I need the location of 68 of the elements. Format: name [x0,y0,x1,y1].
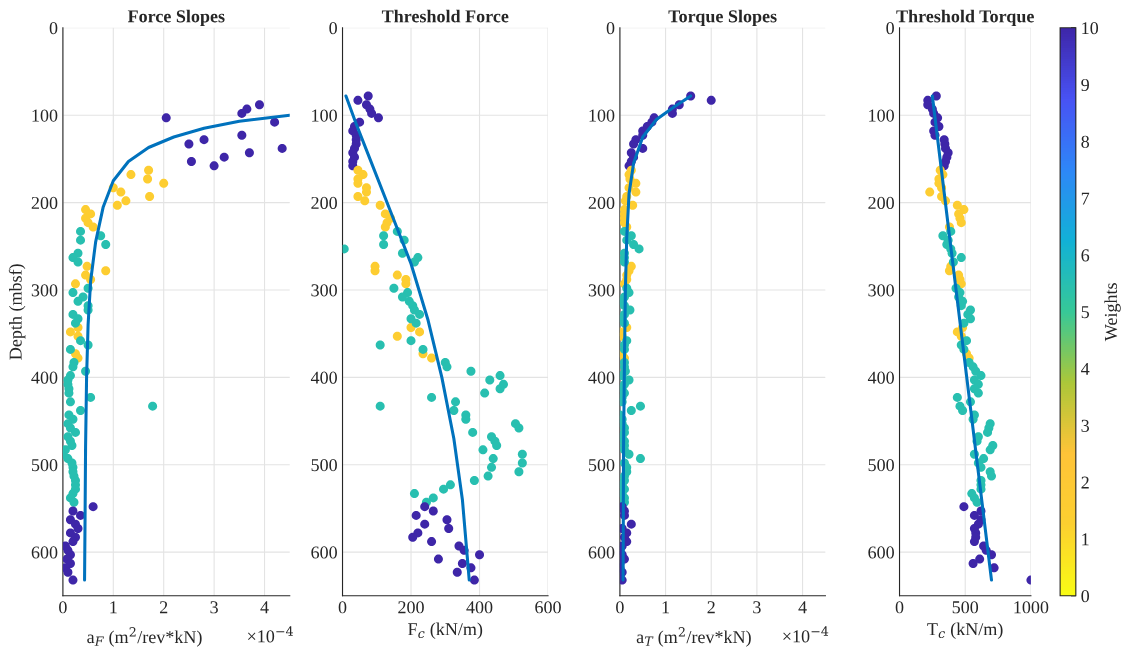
x-tick-label: 0 [338,601,347,614]
x-axis-title: a$_{F}$ (m$^{2}$/rev*kN) [87,627,202,647]
x-tick-label: 3 [753,601,761,614]
y-tick-label: 600 [868,546,894,559]
y-axis-title: Depth (mbsf) [8,264,26,360]
color-bar-label: 7 [1081,192,1090,205]
color-bar-label: 1 [1082,533,1089,546]
y-tick-label: 500 [868,458,894,472]
color-bar-label: 6 [1081,249,1090,262]
chart-title: Force Slopes [127,9,225,27]
color-bar-label: 3 [1081,419,1090,432]
chart-title: Threshold Torque [896,9,1034,27]
y-tick-label: 600 [588,546,615,559]
x-axis-title: F$_{c}$ (kN/m) [408,622,483,639]
y-tick-label: 100 [32,109,58,122]
y-tick-label: 400 [867,371,894,384]
y-tick-label: 0 [329,22,337,35]
x-tick-label: 400 [466,601,493,614]
y-tick-label: 0 [606,22,615,35]
color-bar-label: 8 [1081,135,1090,148]
y-tick-label: 600 [31,546,58,559]
chart-title: Threshold Force [381,9,509,23]
x-tick-label: 500 [952,601,979,614]
y-tick-label: 300 [31,284,58,297]
y-tick-label: 200 [311,196,337,210]
y-tick-label: 400 [588,371,615,384]
y-tick-label: 600 [311,546,337,559]
x-tick-label: 2 [159,601,168,614]
color-bar-label: 2 [1081,476,1089,489]
color-bar-label: 0 [1081,590,1090,603]
y-tick-label: 300 [311,284,337,297]
x-tick-label: 4 [798,601,807,614]
y-tick-label: 500 [311,458,337,472]
x-tick-label: 3 [210,601,218,614]
x-tick-label: 200 [398,601,424,614]
x-axis-title: T$_{c}$ (kN/m) [927,622,1003,639]
x-tick-label: 2 [707,601,715,614]
x-tick-label: 0 [895,601,904,614]
y-tick-label: 400 [31,371,58,384]
text: ×10$^{−4}$ [248,626,293,643]
y-tick-label: 100 [869,109,894,122]
y-tick-label: 500 [31,458,58,472]
y-tick-label: 0 [49,22,58,35]
y-tick-label: 100 [589,109,615,122]
y-tick-label: 200 [31,196,58,210]
x-tick-label: 0 [616,601,624,614]
color-bar-label: 4 [1081,362,1090,375]
y-tick-label: 100 [312,109,337,122]
y-tick-label: 400 [310,371,337,384]
color-bar-label: 9 [1081,78,1089,92]
y-tick-label: 500 [589,458,615,472]
x-tick-label: 4 [260,601,269,614]
text: ×10$^{−4}$ [783,626,829,643]
x-axis-title: a$_{T}$ (m$^{2}$/rev*kN) [636,627,751,647]
y-tick-label: 300 [588,284,615,297]
color-bar-label: 5 [1081,306,1090,319]
y-tick-label: 0 [886,22,894,35]
x-tick-label: 1000 [1014,601,1049,614]
chart-title: Torque Slopes [668,9,777,27]
y-tick-label: 200 [588,196,615,210]
y-tick-label: 300 [868,284,894,297]
color-bar-title: Weights [1104,283,1121,342]
color-bar-label: 10 [1082,22,1099,35]
x-tick-label: 1 [110,601,117,614]
y-tick-label: 200 [868,196,894,210]
x-tick-label: 1 [662,601,669,614]
x-tick-label: 0 [59,601,67,614]
x-tick-label: 600 [535,601,561,614]
